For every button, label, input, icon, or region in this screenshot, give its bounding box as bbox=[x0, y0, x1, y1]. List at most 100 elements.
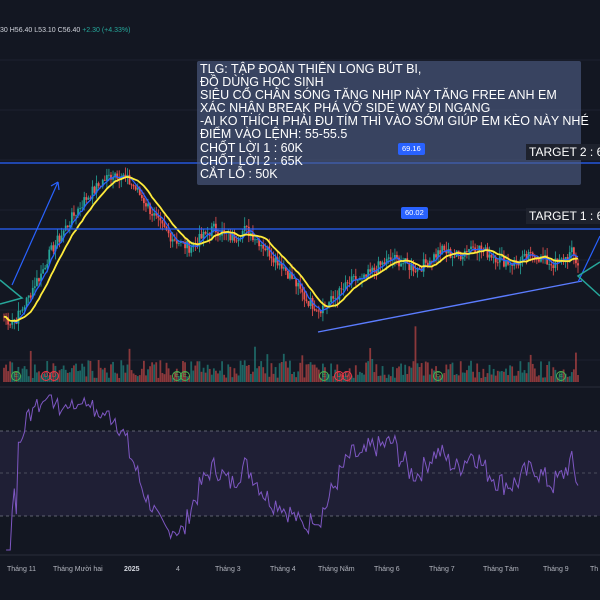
candle-body bbox=[245, 226, 248, 227]
volume-bar bbox=[212, 368, 215, 382]
volume-bar bbox=[468, 365, 470, 382]
level-tag-lower[interactable]: 60.02 bbox=[401, 207, 428, 219]
candle-body bbox=[356, 280, 359, 282]
candle-body bbox=[371, 267, 374, 272]
volume-bar bbox=[367, 361, 370, 382]
candle-body bbox=[260, 244, 263, 247]
candle-body bbox=[375, 270, 378, 274]
earnings-event-icon[interactable]: E bbox=[556, 371, 566, 381]
candle-body bbox=[147, 203, 149, 207]
rsi-band bbox=[0, 431, 600, 516]
candle-body bbox=[439, 250, 442, 255]
volume-bar bbox=[276, 377, 279, 382]
candle-body bbox=[492, 256, 495, 258]
volume-bar bbox=[268, 376, 271, 382]
volume-bar bbox=[492, 368, 495, 382]
candle-body bbox=[122, 174, 125, 177]
volume-bar bbox=[470, 360, 472, 382]
candle-body bbox=[262, 244, 265, 249]
candle-body bbox=[393, 254, 396, 260]
candle-body bbox=[278, 263, 281, 266]
level-tag-upper[interactable]: 69.16 bbox=[398, 143, 425, 155]
candle-body bbox=[266, 246, 269, 251]
candle-body bbox=[282, 267, 285, 269]
note-line: TLG: TẬP ĐOÀN THIÊN LONG BÚT BI, bbox=[200, 62, 422, 76]
volume-bar bbox=[509, 365, 512, 382]
volume-bar bbox=[498, 371, 501, 382]
candle-body bbox=[572, 247, 575, 256]
candle-body bbox=[338, 288, 341, 300]
volume-bar bbox=[521, 372, 524, 382]
candle-body bbox=[468, 249, 470, 253]
volume-bar bbox=[511, 366, 514, 382]
candle-body bbox=[435, 254, 437, 258]
volume-bar bbox=[315, 367, 318, 382]
candle-body bbox=[124, 174, 127, 177]
volume-bar bbox=[572, 369, 575, 382]
volume-bar bbox=[398, 366, 400, 382]
dividend-event-icon[interactable]: D bbox=[342, 371, 352, 381]
volume-bar bbox=[428, 374, 431, 382]
trendline-arrow-2[interactable] bbox=[577, 235, 600, 283]
candle-body bbox=[83, 197, 86, 208]
volume-bar bbox=[245, 365, 248, 382]
x-axis-label: 2025 bbox=[124, 566, 140, 573]
candle-body bbox=[284, 267, 287, 271]
candle-body bbox=[223, 230, 226, 232]
candle-body bbox=[500, 255, 503, 257]
candle-body bbox=[317, 310, 320, 312]
ohlc-low: L53.10 bbox=[34, 27, 56, 34]
trendline-arrow-1[interactable] bbox=[11, 181, 59, 286]
candle-body bbox=[488, 254, 491, 258]
volume-bar bbox=[31, 377, 34, 382]
volume-bar bbox=[79, 370, 82, 382]
x-axis-label: 4 bbox=[176, 566, 180, 573]
earnings-event-icon[interactable]: E bbox=[180, 371, 190, 381]
candle-body bbox=[186, 240, 189, 249]
volume-bar bbox=[496, 370, 499, 382]
candle-body bbox=[258, 238, 261, 247]
volume-bar bbox=[542, 377, 544, 382]
ma-fast-line bbox=[3, 175, 579, 324]
volume-bar bbox=[402, 374, 405, 382]
note-box[interactable] bbox=[197, 61, 581, 185]
volume-bar bbox=[463, 372, 466, 382]
target-1-label[interactable]: TARGET 1 : 6 bbox=[526, 208, 600, 224]
volume-bar bbox=[138, 375, 141, 382]
volume-bar bbox=[233, 368, 236, 382]
target-2-label[interactable]: TARGET 2 : 6 bbox=[526, 144, 600, 160]
candle-body bbox=[89, 197, 92, 199]
earnings-event-icon[interactable]: E bbox=[319, 371, 329, 381]
dividend-event-icon[interactable]: D bbox=[49, 371, 59, 381]
volume-bar bbox=[484, 376, 487, 382]
earnings-event-icon[interactable]: E bbox=[433, 371, 443, 381]
candle-body bbox=[344, 282, 347, 290]
earnings-event-icon[interactable]: E bbox=[11, 371, 21, 381]
candle-body bbox=[60, 235, 63, 242]
volume-bar bbox=[210, 374, 213, 382]
trendline-support[interactable] bbox=[317, 280, 583, 333]
volume-bar bbox=[356, 374, 359, 382]
volume-bar bbox=[527, 362, 530, 382]
candle-body bbox=[256, 238, 258, 240]
volume-bar bbox=[406, 374, 409, 382]
candle-body bbox=[548, 264, 551, 266]
candle-body bbox=[570, 247, 573, 253]
volume-bar bbox=[114, 372, 116, 382]
volume-bar bbox=[120, 360, 123, 382]
ohlc-readout: 30 H56.40 L53.10 C56.40 +2.30 (+4.33%) bbox=[0, 27, 130, 34]
candle-body bbox=[433, 254, 435, 262]
candle-body bbox=[252, 232, 254, 241]
volume-bar bbox=[424, 361, 427, 382]
volume-bar bbox=[328, 374, 330, 382]
volume-bar bbox=[101, 369, 104, 382]
candle-body bbox=[373, 267, 376, 271]
volume-bar bbox=[105, 372, 108, 382]
x-axis-label: Tháng 7 bbox=[429, 566, 455, 573]
candle-body bbox=[365, 274, 367, 277]
candle-body bbox=[307, 301, 310, 306]
candle-body bbox=[480, 245, 483, 251]
volume-bar bbox=[540, 361, 542, 382]
candle-body bbox=[287, 270, 289, 279]
